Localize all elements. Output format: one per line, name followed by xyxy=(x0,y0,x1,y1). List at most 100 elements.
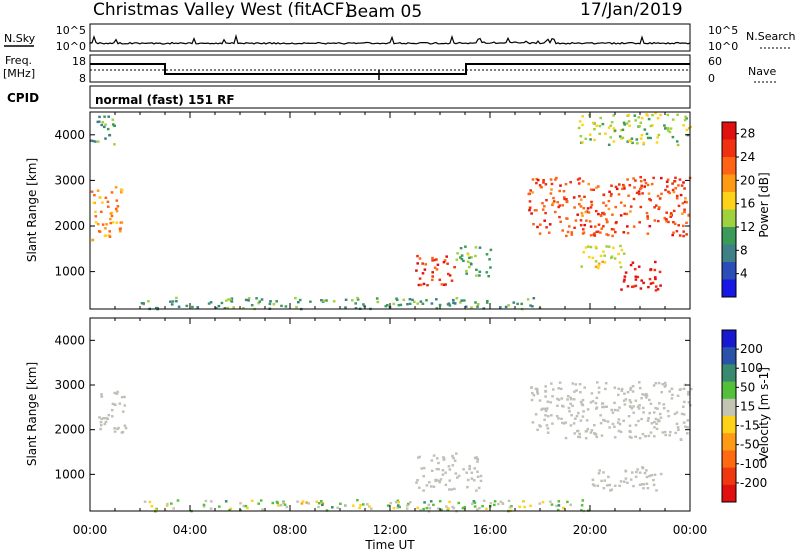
power-cells-cell xyxy=(563,196,566,199)
power-cells-cell xyxy=(90,139,93,142)
velocity-cells-cell xyxy=(544,414,547,417)
velocity-cells-cell xyxy=(534,413,538,416)
power-cells-cell xyxy=(554,178,557,181)
velocity-cells-cell xyxy=(170,502,173,505)
power-cells-cell xyxy=(622,121,626,124)
velocity-cells-cell xyxy=(687,401,691,404)
power-cells-cell xyxy=(244,298,248,302)
velocity-cells-cell xyxy=(317,502,321,505)
power-cells-cell xyxy=(654,260,657,264)
power-cells-cell xyxy=(643,178,646,182)
power-cells-cell xyxy=(604,132,607,135)
power-heatmap xyxy=(90,112,692,311)
velocity-cells-cell xyxy=(425,506,429,510)
velocity-cells-cell xyxy=(619,430,623,434)
power-cells-cell xyxy=(629,205,633,208)
power-cells-cell xyxy=(594,245,598,248)
power-cells-cell xyxy=(386,304,389,307)
power-cells-cell xyxy=(637,190,641,193)
velocity-cells-cell xyxy=(434,478,437,482)
power-cells-cell xyxy=(550,188,553,191)
velocity-cells-cell xyxy=(643,393,647,397)
power-cells-cell xyxy=(613,257,617,260)
power-cells-cell xyxy=(175,296,178,300)
power-cells-cell xyxy=(679,193,683,197)
power-cells-cell xyxy=(413,300,416,304)
power-cells-cell xyxy=(579,205,583,208)
power-cells-cell xyxy=(431,256,434,260)
power-cells-cell xyxy=(635,138,639,141)
velocity-cells-cell xyxy=(574,383,578,386)
velocity-cells-cell xyxy=(683,383,687,387)
power-cells-cell xyxy=(625,212,629,216)
velocity-cells-cell xyxy=(102,417,105,420)
time-axis-ticks: 00:00 04:00 08:00 12:00 16:00 20:00 00:00 xyxy=(73,523,708,537)
velocity-cells-cell xyxy=(677,428,680,431)
power-cells-cell xyxy=(600,227,603,230)
power-cells-cell xyxy=(671,188,675,192)
velocity-cells-cell xyxy=(648,474,651,478)
power-cells-cell xyxy=(628,139,631,142)
velocity-cells-cell xyxy=(572,398,576,401)
velocity-cells-cell xyxy=(531,421,535,424)
velocity-cells-cell xyxy=(123,404,127,407)
power-cells-cell xyxy=(632,197,636,201)
velocity-cells-cell xyxy=(600,434,604,437)
velocity-cells-cell xyxy=(577,435,580,439)
power-cells-cell xyxy=(673,222,677,225)
power-cells-cell xyxy=(489,266,492,269)
power-cells-cell xyxy=(640,134,644,137)
velocity-cells-cell xyxy=(437,461,440,465)
power-cells-cell xyxy=(284,305,288,308)
velocity-cells-cell xyxy=(202,505,206,508)
velocity-cells-cell xyxy=(529,504,532,507)
velocity-cells-cell xyxy=(549,401,552,404)
nsky-strip-frame xyxy=(89,23,691,52)
power-cells-cell xyxy=(356,298,360,301)
power-cells-cell xyxy=(657,219,660,223)
power-cells-cell xyxy=(531,305,534,308)
power-cells-cell xyxy=(579,224,583,227)
velocity-cells-cell xyxy=(518,505,521,508)
power-cells-cell xyxy=(113,124,116,127)
velocity-cells-cell xyxy=(590,392,594,395)
velocity-cells-cell xyxy=(441,469,445,472)
power-cells-cell xyxy=(100,123,103,127)
colorbar-tick-label: 200 xyxy=(740,342,763,356)
power-cells-cell xyxy=(485,253,489,256)
velocity-cells-cell xyxy=(626,481,629,484)
velocity-cells-cell xyxy=(593,424,596,427)
power-cells-cell xyxy=(109,217,112,221)
colorbar-swatch xyxy=(722,381,736,400)
power-cells-cell xyxy=(445,255,448,258)
power-cells-cell xyxy=(636,275,640,279)
velocity-cells-cell xyxy=(438,480,441,483)
power-cells-cell xyxy=(646,215,649,218)
velocity-cells-cell xyxy=(560,397,564,400)
velocity-cells-cell xyxy=(597,391,601,394)
velocity-cells-cell xyxy=(457,501,461,505)
velocity-cells-cell xyxy=(417,456,420,459)
velocity-cells-cell xyxy=(634,399,638,402)
power-cells-cell xyxy=(596,230,600,233)
velocity-cells-cell xyxy=(143,500,147,503)
power-cells-cell xyxy=(623,187,626,190)
velocity-cells-cell xyxy=(444,483,448,487)
power-cells-cell xyxy=(637,116,640,119)
velocity-cells-cell xyxy=(386,504,390,507)
power-cells-cell xyxy=(406,303,409,306)
power-cells-cell xyxy=(532,297,536,300)
power-cells-cell xyxy=(411,298,414,302)
velocity-cells-cell xyxy=(682,413,686,416)
power-cells-cell xyxy=(605,233,608,236)
power-cells-cell xyxy=(666,113,670,117)
power-cells-cell xyxy=(108,235,112,238)
velocity-cells-cell xyxy=(432,485,436,488)
velocity-cells-cell xyxy=(663,430,667,434)
velocity-cells-cell xyxy=(550,382,553,385)
velocity-cells-cell xyxy=(210,500,213,503)
power-cells-cell xyxy=(111,118,115,121)
velocity-cells-cell xyxy=(597,472,601,475)
velocity-cells-cell xyxy=(473,501,477,504)
colorbar-swatch xyxy=(722,484,736,503)
